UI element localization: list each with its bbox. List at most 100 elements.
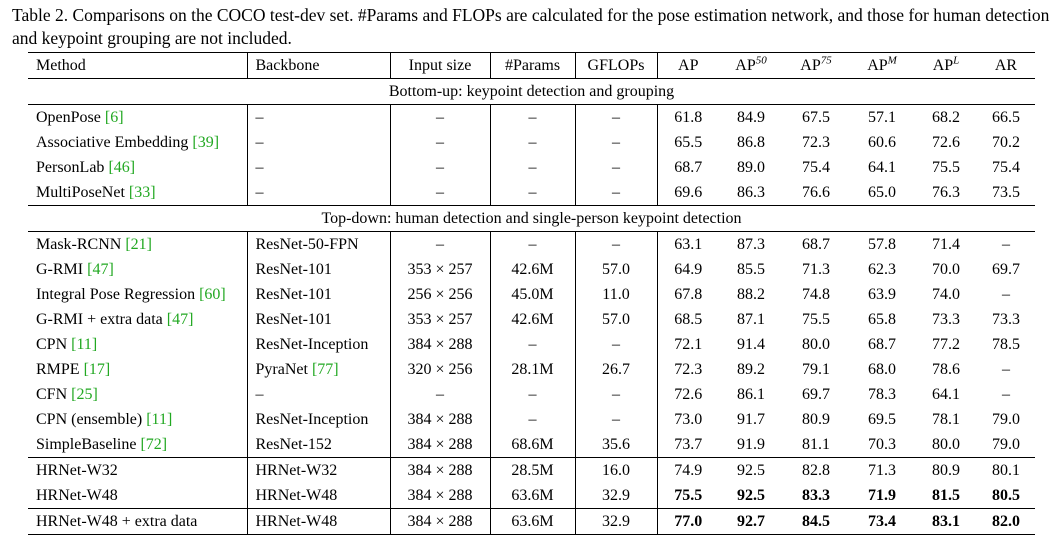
score-cell: 72.3 bbox=[674, 361, 703, 378]
score-cell: 89.2 bbox=[737, 361, 765, 378]
method: HRNet-W48 + extra data bbox=[28, 508, 248, 535]
backbone-name: HRNet-W48 bbox=[255, 487, 338, 504]
citation: [17] bbox=[83, 361, 111, 378]
params-cell: 63.6M bbox=[490, 483, 576, 509]
score-cell: 77.0 bbox=[657, 508, 719, 535]
backbone-name: ResNet-50-FPN bbox=[255, 236, 359, 253]
table-row: MultiPoseNet [33] – – – –69.6 86.3 76.6 65.0 76.… bbox=[28, 180, 1035, 206]
header-label: AP bbox=[678, 57, 699, 74]
method: HRNet-W48 bbox=[28, 483, 248, 509]
score-cell: 82.0 bbox=[977, 508, 1035, 535]
score-cell: 67.8 bbox=[674, 286, 703, 303]
table-row: PersonLab [46] – – – –68.7 89.0 75.4 64.1 75.5 75… bbox=[28, 155, 1035, 180]
gflops-cell: – bbox=[575, 382, 658, 407]
backbone-name: HRNet-W32 bbox=[255, 462, 338, 479]
score-cell: 70.2 bbox=[992, 134, 1020, 151]
score-cell: 78.3 bbox=[868, 386, 896, 403]
backbone-name: – bbox=[255, 184, 264, 201]
input-cell: 256 × 256 bbox=[390, 282, 491, 307]
input-cell: – bbox=[390, 104, 491, 130]
method-name: SimpleBaseline bbox=[36, 436, 137, 453]
table-row: CPN (ensemble) [11] ResNet-Inception 384 ×… bbox=[28, 407, 1035, 432]
table-row: Mask-RCNN [21] ResNet-50-FPN – – –63.1 87.3 68… bbox=[28, 231, 1035, 257]
score-cell: 73.5 bbox=[992, 184, 1020, 201]
score-cell: 71.3 bbox=[849, 457, 915, 483]
method: G-RMI [47] bbox=[28, 257, 248, 282]
score-cell: 65.0 bbox=[868, 184, 896, 201]
method-name: CPN bbox=[36, 336, 68, 353]
params-cell: 42.6M bbox=[490, 307, 576, 332]
backbone: – bbox=[247, 130, 391, 155]
backbone-name: ResNet-Inception bbox=[255, 411, 369, 428]
method: MultiPoseNet [33] bbox=[28, 180, 248, 206]
score-cell: 75.5 bbox=[674, 487, 703, 504]
header-label: AP bbox=[932, 57, 954, 74]
table-row: CPN [11] ResNet-Inception 384 × 288– –72.1 9… bbox=[28, 332, 1035, 357]
backbone-name: ResNet-Inception bbox=[255, 336, 369, 353]
score-cell: 75.5 bbox=[802, 311, 830, 328]
column-header: AP75 bbox=[783, 52, 849, 79]
score-cell: 73.0 bbox=[674, 411, 703, 428]
column-header: #Params bbox=[490, 52, 576, 79]
score-cell: 70.3 bbox=[868, 436, 896, 453]
input-cell: 353 × 257 bbox=[390, 307, 491, 332]
input-cell: 384 × 288 bbox=[390, 457, 491, 483]
method-name: HRNet-W48 bbox=[36, 487, 118, 504]
gflops-cell: 57.0 bbox=[575, 307, 658, 332]
score-cell: 57.1 bbox=[849, 104, 915, 130]
column-header: AR bbox=[977, 52, 1035, 79]
score-cell: 73.3 bbox=[932, 311, 960, 328]
backbone: HRNet-W48 bbox=[247, 483, 391, 509]
backbone: PyraNet [77] bbox=[247, 357, 391, 382]
backbone-name: ResNet-101 bbox=[255, 261, 332, 278]
gflops-cell: – bbox=[575, 407, 658, 432]
score-cell: 70.0 bbox=[932, 261, 960, 278]
score-cell: 68.0 bbox=[868, 361, 896, 378]
backbone: ResNet-Inception bbox=[247, 332, 391, 357]
method: Integral Pose Regression [60] bbox=[28, 282, 248, 307]
section-row: Top-down: human detection and single-per… bbox=[28, 205, 1035, 232]
citation: [77] bbox=[311, 361, 339, 378]
score-cell: 76.6 bbox=[802, 184, 830, 201]
score-cell: 64.9 bbox=[674, 261, 703, 278]
score-cell: 84.5 bbox=[783, 508, 849, 535]
score-cell: 76.3 bbox=[932, 184, 960, 201]
method: OpenPose [6] bbox=[28, 104, 248, 130]
backbone: ResNet-101 bbox=[247, 307, 391, 332]
params-cell: – bbox=[490, 180, 576, 206]
input-cell: 320 × 256 bbox=[390, 357, 491, 382]
score-cell: 80.9 bbox=[915, 457, 977, 483]
gflops-cell: 35.6 bbox=[575, 432, 658, 458]
backbone: – bbox=[247, 382, 391, 407]
column-header: Backbone bbox=[247, 52, 391, 79]
gflops-cell: 11.0 bbox=[575, 282, 658, 307]
score-cell: 86.3 bbox=[737, 184, 765, 201]
method-name: G-RMI + extra data bbox=[36, 311, 163, 328]
input-cell: 384 × 288 bbox=[390, 432, 491, 458]
method-name: HRNet-W48 + extra data bbox=[36, 513, 198, 530]
table-row: G-RMI + extra data [47] ResNet-101 353 × 2… bbox=[28, 307, 1035, 332]
table-row: CFN [25] – – – –72.6 86.1 69.7 78.3 64.1– bbox=[28, 382, 1035, 407]
input-cell: – bbox=[390, 382, 491, 407]
gflops-cell: – bbox=[575, 180, 658, 206]
citation: [33] bbox=[128, 184, 156, 201]
backbone: ResNet-101 bbox=[247, 257, 391, 282]
backbone: – bbox=[247, 155, 391, 180]
score-cell: 88.2 bbox=[737, 286, 765, 303]
method-name: Associative Embedding bbox=[36, 134, 189, 151]
params-cell: – bbox=[490, 155, 576, 180]
score-cell: 61.8 bbox=[657, 104, 719, 130]
citation: [11] bbox=[71, 336, 98, 353]
method: Mask-RCNN [21] bbox=[28, 231, 248, 257]
backbone-name: HRNet-W48 bbox=[255, 513, 338, 530]
backbone-name: PyraNet bbox=[255, 361, 308, 378]
score-cell: 68.5 bbox=[674, 311, 703, 328]
input-cell: – bbox=[390, 231, 491, 257]
score-cell: 73.7 bbox=[674, 436, 703, 453]
params-cell: – bbox=[490, 382, 576, 407]
column-header: AP bbox=[657, 52, 719, 79]
gflops-cell: 57.0 bbox=[575, 257, 658, 282]
score-cell: 63.1 bbox=[657, 231, 719, 257]
gflops-cell: 16.0 bbox=[575, 457, 658, 483]
